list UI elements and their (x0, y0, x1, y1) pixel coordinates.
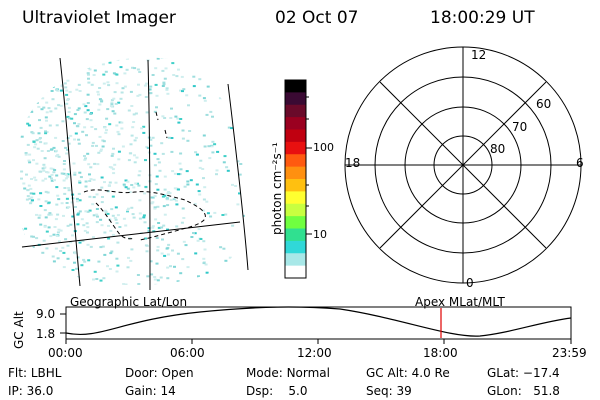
mlt-label-12: 12 (471, 48, 487, 62)
x-tick-2359: 23:59 (552, 346, 587, 360)
status-gc-alt: GC Alt: 4.0 Re (366, 366, 450, 380)
lat-label-80: 80 (490, 142, 506, 156)
y-tick-9: 9.0 (36, 307, 56, 321)
lat-label-60: 60 (536, 97, 552, 111)
geographic-grid-lines (21, 57, 249, 291)
date-label: 02 Oct 07 (275, 8, 359, 28)
status-ip: IP: 36.0 (8, 384, 54, 398)
polar-diagonal-2 (379, 81, 547, 249)
status-door: Door: Open (125, 366, 194, 380)
y-tick-1-8: 1.8 (36, 327, 56, 341)
apex-title: Apex MLat/MLT (415, 295, 505, 309)
coastline (83, 111, 206, 241)
x-tick-0600: 06:00 (170, 346, 205, 360)
status-seq: Seq: 39 (366, 384, 412, 398)
status-glat: GLat: −17.4 (487, 366, 560, 380)
mlt-label-6: 6 (576, 156, 584, 170)
x-tick-0000: 00:00 (48, 346, 83, 360)
status-gain: Gain: 14 (125, 384, 176, 398)
altitude-curve (65, 306, 572, 337)
time-label: 18:00:29 UT (430, 8, 535, 28)
instrument-title: Ultraviolet Imager (22, 8, 176, 28)
mlt-label-0: 0 (466, 276, 474, 290)
colorbar-tick-100: 100 (313, 141, 334, 154)
status-glon: GLon: 51.8 (487, 384, 560, 398)
colorbar-tick-marks (306, 96, 312, 235)
lat-label-70: 70 (512, 120, 528, 134)
colorbar-tick-10: 10 (313, 228, 327, 241)
mlt-label-18: 18 (345, 156, 361, 170)
status-flt: Flt: LBHL (8, 366, 62, 380)
x-tick-1800: 18:00 (423, 346, 458, 360)
geographic-title: Geographic Lat/Lon (70, 295, 188, 309)
x-tick-1200: 12:00 (297, 346, 332, 360)
status-dsp: Dsp: 5.0 (246, 384, 308, 398)
status-mode: Mode: Normal (246, 366, 330, 380)
